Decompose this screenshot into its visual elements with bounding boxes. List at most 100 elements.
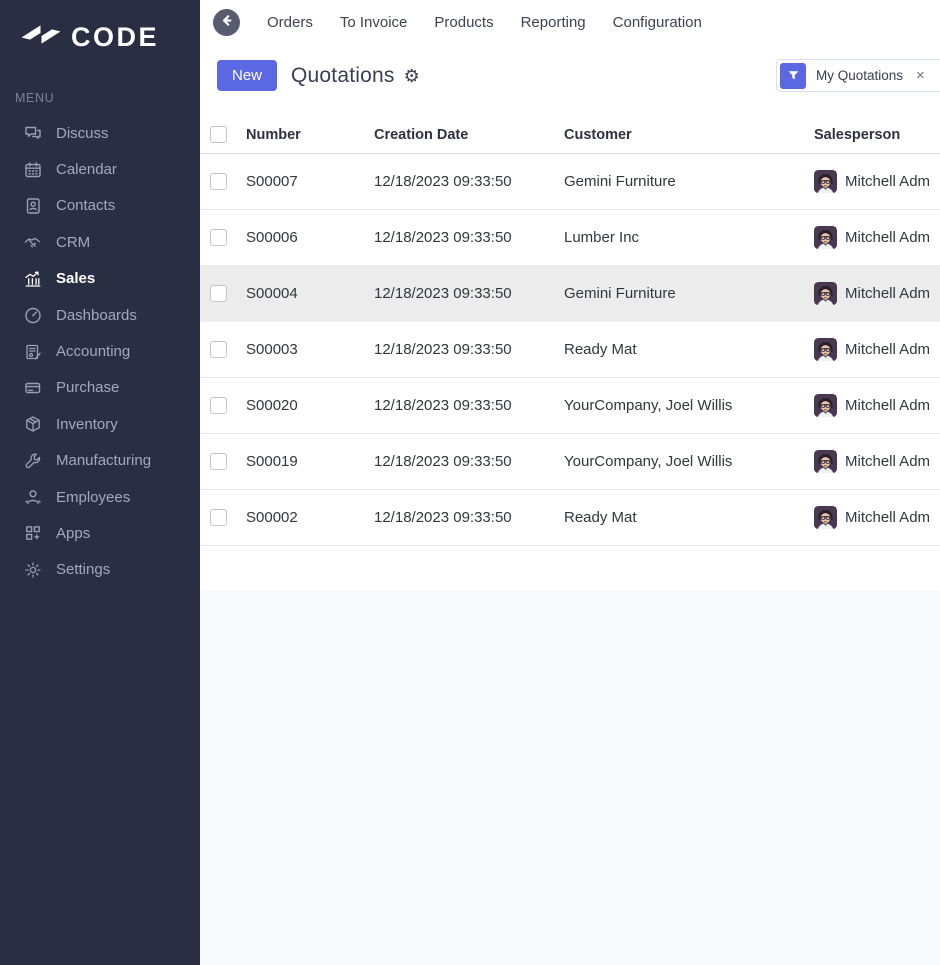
cell-customer: YourCompany, Joel Willis: [564, 453, 733, 470]
sidebar-item-label: Settings: [56, 561, 111, 579]
table-row[interactable]: S00003 12/18/2023 09:33:50 Ready Mat Mit…: [200, 322, 940, 378]
cell-salesperson: Mitchell Adm: [814, 394, 940, 417]
sidebar-item-label: CRM: [56, 233, 91, 251]
row-checkbox[interactable]: [210, 509, 227, 526]
nav-products[interactable]: Products: [434, 13, 494, 31]
sidebar-item-label: Calendar: [56, 161, 117, 179]
manufacturing-icon: [23, 451, 43, 471]
sidebar-item-sales[interactable]: Sales: [0, 261, 200, 297]
table-row[interactable]: S00007 12/18/2023 09:33:50 Gemini Furnit…: [200, 154, 940, 210]
cell-creation-date: 12/18/2023 09:33:50: [374, 341, 512, 358]
nav-to-invoice[interactable]: To Invoice: [339, 13, 408, 31]
cell-salesperson: Mitchell Adm: [814, 226, 940, 249]
sidebar-item-inventory[interactable]: Inventory: [0, 406, 200, 442]
accounting-icon: [23, 342, 43, 362]
cell-salesperson: Mitchell Adm: [814, 170, 940, 193]
sidebar-item-crm[interactable]: CRM: [0, 224, 200, 260]
table-row[interactable]: S00002 12/18/2023 09:33:50 Ready Mat Mit…: [200, 490, 940, 546]
row-checkbox[interactable]: [210, 229, 227, 246]
sidebar-item-apps[interactable]: Apps: [0, 515, 200, 551]
column-salesperson[interactable]: Salesperson: [814, 126, 901, 143]
cell-number: S00003: [246, 341, 298, 358]
table-row[interactable]: S00019 12/18/2023 09:33:50 YourCompany, …: [200, 434, 940, 490]
quotations-table: Number Creation Date Customer Salesperso…: [200, 116, 940, 546]
control-panel: New Quotations ⚙ My Quotations ×: [200, 44, 940, 116]
sidebar-item-label: Apps: [56, 524, 91, 542]
table-row[interactable]: S00006 12/18/2023 09:33:50 Lumber Inc Mi…: [200, 210, 940, 266]
salesperson-avatar: [814, 338, 837, 361]
row-checkbox[interactable]: [210, 453, 227, 470]
sidebar-item-employees[interactable]: Employees: [0, 479, 200, 515]
crm-icon: [23, 232, 43, 252]
sidebar-item-calendar[interactable]: Calendar: [0, 151, 200, 187]
top-nav-items: Orders To Invoice Products Reporting Configu…: [267, 14, 702, 31]
sidebar-item-discuss[interactable]: Discuss: [0, 115, 200, 151]
sidebar-item-label: Sales: [56, 270, 96, 288]
salesperson-name: Mitchell Adm: [845, 509, 931, 526]
cell-creation-date: 12/18/2023 09:33:50: [374, 229, 512, 246]
sidebar-item-settings[interactable]: Settings: [0, 552, 200, 588]
nav-configuration[interactable]: Configuration: [612, 13, 702, 31]
sidebar-item-label: Contacts: [56, 197, 116, 215]
code-logo-icon: [21, 20, 61, 54]
sidebar-item-label: Inventory: [56, 415, 118, 433]
dashboards-icon: [23, 305, 43, 325]
column-number[interactable]: Number: [246, 126, 301, 143]
cell-customer: Ready Mat: [564, 509, 637, 526]
gear-icon[interactable]: ⚙: [403, 65, 420, 86]
nav-orders[interactable]: Orders: [267, 13, 313, 31]
table-row[interactable]: S00004 12/18/2023 09:33:50 Gemini Furnit…: [200, 266, 940, 322]
cell-customer: Lumber Inc: [564, 229, 640, 246]
salesperson-name: Mitchell Adm: [845, 341, 931, 358]
cell-number: S00007: [246, 173, 298, 190]
cell-number: S00004: [246, 285, 298, 302]
logo-text: CODE: [71, 21, 160, 52]
inventory-icon: [23, 414, 43, 434]
sidebar-item-dashboards[interactable]: Dashboards: [0, 297, 200, 333]
empty-canvas: [200, 590, 940, 965]
new-button[interactable]: New: [217, 60, 278, 91]
select-all-checkbox[interactable]: [210, 126, 227, 143]
salesperson-avatar: [814, 506, 837, 529]
calendar-icon: [23, 160, 43, 180]
salesperson-name: Mitchell Adm: [845, 173, 931, 190]
back-button[interactable]: [213, 8, 240, 36]
row-checkbox[interactable]: [210, 285, 227, 302]
salesperson-avatar: [814, 394, 837, 417]
column-creation-date[interactable]: Creation Date: [374, 126, 469, 143]
sidebar: CODE MENU Discuss Calendar Contacts CRM …: [0, 0, 200, 965]
filter-chip-my-quotations[interactable]: My Quotations ×: [776, 59, 940, 92]
back-arrow-icon: [219, 13, 234, 31]
sales-icon: [23, 269, 43, 289]
cell-customer: Ready Mat: [564, 341, 637, 358]
discuss-icon: [23, 123, 43, 143]
row-checkbox[interactable]: [210, 397, 227, 414]
column-customer[interactable]: Customer: [564, 126, 632, 143]
sidebar-item-purchase[interactable]: Purchase: [0, 370, 200, 406]
cell-salesperson: Mitchell Adm: [814, 282, 940, 305]
salesperson-avatar: [814, 282, 837, 305]
salesperson-name: Mitchell Adm: [845, 453, 931, 470]
sidebar-item-accounting[interactable]: Accounting: [0, 333, 200, 369]
cell-creation-date: 12/18/2023 09:33:50: [374, 173, 512, 190]
row-checkbox[interactable]: [210, 173, 227, 190]
salesperson-avatar: [814, 450, 837, 473]
cell-salesperson: Mitchell Adm: [814, 338, 940, 361]
row-checkbox[interactable]: [210, 341, 227, 358]
sidebar-item-contacts[interactable]: Contacts: [0, 188, 200, 224]
sidebar-item-label: Employees: [56, 488, 131, 506]
cell-creation-date: 12/18/2023 09:33:50: [374, 453, 512, 470]
sidebar-item-manufacturing[interactable]: Manufacturing: [0, 443, 200, 479]
salesperson-avatar: [814, 170, 837, 193]
sidebar-item-label: Accounting: [56, 343, 131, 361]
cell-number: S00019: [246, 453, 298, 470]
nav-reporting[interactable]: Reporting: [520, 13, 586, 31]
table-row[interactable]: S00020 12/18/2023 09:33:50 YourCompany, …: [200, 378, 940, 434]
sidebar-menu: Discuss Calendar Contacts CRM Sales Dash…: [0, 115, 200, 588]
cell-number: S00020: [246, 397, 298, 414]
cell-customer: YourCompany, Joel Willis: [564, 397, 733, 414]
app-logo: CODE: [0, 0, 200, 54]
employees-icon: [23, 487, 43, 507]
table-body: S00007 12/18/2023 09:33:50 Gemini Furnit…: [200, 154, 940, 546]
filter-remove-icon[interactable]: ×: [916, 67, 925, 84]
